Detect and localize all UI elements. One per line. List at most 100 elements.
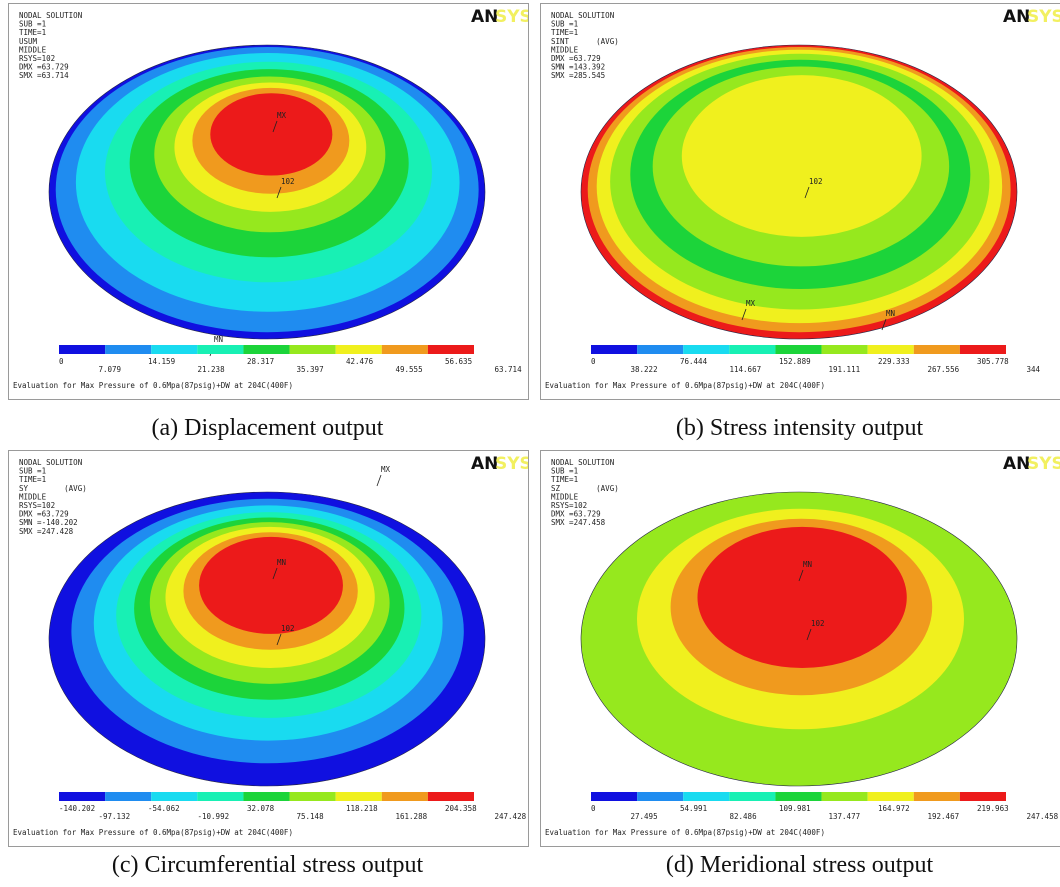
legend-swatch [822, 345, 868, 354]
legend-label: 28.317 [247, 357, 274, 366]
legend-swatch [428, 792, 474, 801]
node-label: 102 [281, 624, 295, 633]
legend-label: 21.238 [198, 365, 226, 374]
legend-swatch [822, 792, 868, 801]
legend-label: 63.714 [495, 365, 523, 374]
legend-swatch [197, 792, 243, 801]
header-line: SMX =63.714 [19, 71, 69, 80]
contour-band [210, 93, 332, 175]
node-label: MX [746, 299, 756, 308]
legend-swatch [290, 792, 336, 801]
logo-sys: SYS [495, 454, 529, 474]
legend-label: 38.222 [631, 365, 658, 374]
legend-label: 0 [591, 804, 596, 813]
legend-label: -97.132 [99, 812, 131, 821]
legend-label: 0 [591, 357, 596, 366]
legend-swatch [382, 792, 428, 801]
legend-label: 56.635 [445, 357, 472, 366]
header-line: SMX =285.545 [551, 71, 605, 80]
node-label: MN [214, 335, 223, 344]
legend-swatch [243, 345, 289, 354]
legend-swatch [336, 792, 382, 801]
node-label: 102 [281, 177, 295, 186]
node-marker [377, 475, 381, 486]
legend-label: 42.476 [346, 357, 374, 366]
legend-label: 247.428 [495, 812, 527, 821]
legend-label: 118.218 [346, 804, 378, 813]
footer: Evaluation for Max Pressure of 0.6Mpa(87… [13, 381, 293, 390]
logo-sys: SYS [1027, 7, 1060, 27]
legend-swatch [960, 792, 1006, 801]
legend-label: 54.991 [680, 804, 707, 813]
legend-swatch [683, 792, 729, 801]
legend-swatch [914, 792, 960, 801]
legend-label: 247.458 [1027, 812, 1059, 821]
node-label: MN [803, 560, 812, 569]
node-label: MX [381, 465, 391, 474]
legend-label: 161.288 [396, 812, 428, 821]
legend-swatch [151, 792, 197, 801]
legend-label: 204.358 [445, 804, 477, 813]
legend-swatch [868, 792, 914, 801]
legend-label: 192.467 [928, 812, 960, 821]
header-line: SMX =247.428 [19, 527, 74, 536]
legend-swatch [105, 345, 151, 354]
legend-label: 344 [1027, 365, 1041, 374]
legend-label: 114.667 [730, 365, 762, 374]
legend-label: 27.495 [631, 812, 658, 821]
legend-label: 191.111 [829, 365, 861, 374]
legend-label: 219.963 [977, 804, 1009, 813]
contour-band [682, 75, 922, 237]
legend-swatch [729, 345, 775, 354]
legend-label: 14.159 [148, 357, 175, 366]
header-line: SMX =247.458 [551, 518, 606, 527]
legend-label: 305.778 [977, 357, 1009, 366]
contour-plot: NODAL SOLUTIONSUB =1TIME=1USUMMIDDLERSYS… [8, 3, 529, 400]
legend-label: 76.444 [680, 357, 708, 366]
legend-swatch [382, 345, 428, 354]
legend-swatch [637, 345, 683, 354]
node-label: MX [277, 111, 287, 120]
legend-label: 152.889 [779, 357, 811, 366]
node-label: MN [886, 309, 895, 318]
legend-swatch [59, 792, 105, 801]
caption: (b) Stress intensity output [540, 415, 1059, 442]
legend-label: -140.202 [59, 804, 95, 813]
legend-label: 49.555 [396, 365, 423, 374]
legend-swatch [197, 345, 243, 354]
legend-label: 75.148 [297, 812, 325, 821]
contour-band [697, 527, 906, 668]
legend-label: 164.972 [878, 804, 910, 813]
legend-swatch [775, 345, 821, 354]
legend-swatch [59, 345, 105, 354]
legend-label: 0 [59, 357, 64, 366]
node-label: 102 [809, 177, 823, 186]
logo-sys: SYS [1027, 454, 1060, 474]
legend-swatch [914, 345, 960, 354]
node-label: MN [277, 558, 286, 567]
legend-swatch [637, 792, 683, 801]
footer: Evaluation for Max Pressure of 0.6Mpa(87… [545, 828, 825, 837]
legend-label: 137.477 [829, 812, 861, 821]
legend-swatch [591, 345, 637, 354]
legend-label: 109.981 [779, 804, 811, 813]
legend-swatch [775, 792, 821, 801]
legend-label: 267.556 [928, 365, 960, 374]
caption: (a) Displacement output [8, 415, 527, 442]
node-label: 102 [811, 619, 825, 628]
legend-label: 32.078 [247, 804, 275, 813]
legend-swatch [868, 345, 914, 354]
legend-label: 82.486 [730, 812, 758, 821]
legend-label: 7.079 [99, 365, 122, 374]
legend-swatch [683, 345, 729, 354]
logo-sys: SYS [495, 7, 529, 27]
figure: NODAL SOLUTIONSUB =1TIME=1USUMMIDDLERSYS… [0, 0, 1060, 887]
legend-label: 35.397 [297, 365, 324, 374]
legend-label: -10.992 [198, 812, 230, 821]
legend-swatch [105, 792, 151, 801]
footer: Evaluation for Max Pressure of 0.6Mpa(87… [545, 381, 825, 390]
legend-swatch [960, 345, 1006, 354]
